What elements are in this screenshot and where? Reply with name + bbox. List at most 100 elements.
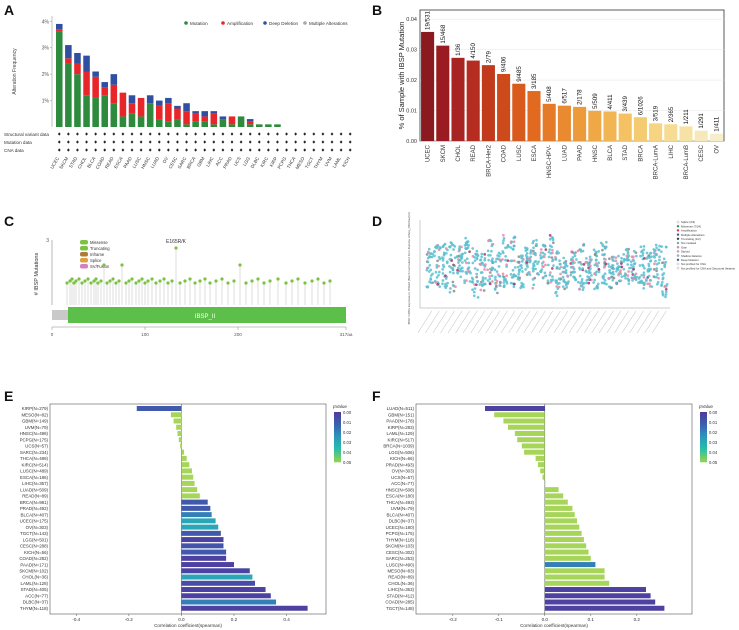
- a-diamond-pcpg-0: [285, 132, 288, 136]
- a-bar-coad-mutation: [101, 95, 108, 127]
- c-lollipop-24: [134, 281, 138, 285]
- f-xtick-4: 0.2: [634, 617, 641, 622]
- d-point-0-28: [429, 274, 433, 277]
- f-legend-swatch-10: [700, 432, 707, 435]
- f-legend-swatch-8: [700, 428, 707, 431]
- d-point-16-10: [546, 279, 550, 283]
- a-diamond-lihc-0: [212, 132, 216, 136]
- f-ylabel-lgg-n-506: LGG(N=506): [389, 450, 415, 455]
- f-ylabel-blca-n-407: BLCA(N=407): [387, 512, 415, 517]
- a-bar-sarc-amplification: [183, 111, 190, 125]
- e-legend-swatch-14: [334, 440, 341, 443]
- d-xtick-3: [440, 310, 455, 334]
- d-point-2-11: [445, 260, 449, 264]
- e-bar-cesc-n-288: [181, 543, 224, 549]
- f-bar-esca-n-180: [544, 493, 564, 499]
- a-diamond-coad-2: [103, 148, 107, 152]
- a-xtick-lgg: LGG: [242, 156, 251, 167]
- e-ylabel-prad-n-492: PRAD(N=492): [20, 506, 49, 511]
- b-ytick-1: 0.01: [406, 109, 417, 115]
- a-diamond-lgg-1: [248, 140, 252, 144]
- a-bar-lusc-mutation: [137, 116, 145, 127]
- f-bar-thym-n-118: [544, 537, 584, 543]
- d-point-20-5: [581, 267, 585, 270]
- e-legend-swatch-3: [334, 418, 341, 421]
- d-point-14-24: [532, 262, 535, 266]
- a-diamond-chol-0: [85, 132, 88, 136]
- d-point-0-20: [428, 263, 432, 267]
- d-point-31-29: [660, 284, 663, 288]
- f-ylabel-pcpg-n-175: PCPG(N=175): [386, 531, 415, 536]
- d-point-1-17: [434, 270, 438, 274]
- d-point-16-26: [551, 259, 554, 263]
- d-point-18-12: [566, 274, 569, 278]
- d-point-24-24: [610, 286, 613, 290]
- panel-label-d: D: [372, 213, 383, 229]
- e-bar-meso-n-82: [170, 412, 182, 418]
- f-legend-title: pValue: [699, 404, 713, 409]
- d-point-19-21: [570, 250, 573, 253]
- f-bar-kirc-n-517: [517, 437, 545, 443]
- b-xtick-lusc: LUSC: [517, 144, 523, 161]
- f-bar-laml-n-129: [514, 430, 545, 436]
- d-point-10-15: [502, 237, 506, 240]
- e-ylabel-chol-n-36: CHOL(N=36): [22, 575, 48, 580]
- d-point-5-22: [465, 257, 469, 261]
- d-point-7-1: [483, 268, 486, 271]
- d-point-8-28: [490, 274, 494, 278]
- d-point-8-24: [490, 244, 494, 248]
- b-xtick-cesc: CESC: [699, 144, 705, 161]
- b-xtick-brca-luma: BRCA-LumA: [654, 145, 660, 179]
- a-bar-chol-deep-deletion: [83, 55, 90, 72]
- a-xtick-kich: KICH: [341, 156, 351, 168]
- d-point-27-13: [630, 270, 634, 274]
- a-diamond-paad-1: [130, 140, 134, 144]
- f-bar-coad-n-285: [544, 599, 656, 605]
- d-point-15-21: [539, 251, 543, 255]
- a-bar-cesc-deep-deletion: [174, 105, 181, 109]
- b-bar-lihc: [664, 124, 678, 141]
- d-point-31-25: [663, 265, 667, 269]
- d-point-12-28: [520, 266, 524, 270]
- d-xtick-9: [485, 310, 500, 334]
- d-point-16-4: [546, 263, 550, 267]
- e-legend-swatch-0: [334, 412, 341, 415]
- d-point-0-25: [429, 281, 433, 285]
- d-point-20-24: [576, 280, 580, 284]
- d-point-21-21: [587, 277, 590, 281]
- e-legend-swatch-12: [334, 436, 341, 439]
- a-diamond-gbm-1: [203, 140, 207, 144]
- b-xtick-chol: CHOL: [456, 144, 462, 161]
- d-point-2-24: [441, 245, 445, 248]
- d-point-22-27: [596, 264, 599, 268]
- d-point-14-28: [533, 276, 537, 280]
- a-bar-ucec-deep-deletion: [56, 23, 63, 30]
- d-point-21-22: [590, 258, 593, 261]
- d-point-5-20: [466, 267, 470, 270]
- e-ylabel-pcpg-n-175: PCPG(N=175): [20, 437, 49, 442]
- d-point-13-29: [526, 271, 530, 275]
- f-bar-sarc-n-253: [544, 555, 591, 561]
- e-legend-swatch-18: [334, 448, 341, 451]
- d-point-21-12: [588, 255, 592, 259]
- f-ylabel-cesc-n-302: CESC(N=302): [386, 550, 415, 555]
- e-ylabel-kirc-n-514: KIRC(N=514): [22, 462, 49, 467]
- c-legend-swatch-missense: [80, 240, 88, 245]
- d-point-31-16: [664, 293, 668, 296]
- d-point-8-17: [490, 249, 493, 253]
- e-ylabel-luad-n-509: LUAD(N=509): [20, 487, 48, 492]
- e-ylabel-skcm-n-102: SKCM(N=102): [19, 568, 48, 573]
- b-ytick-3: 0.03: [406, 48, 417, 54]
- f-bar-gbm-n-151: [494, 412, 545, 418]
- d-point-9-19: [494, 260, 498, 263]
- d-point-21-18: [586, 263, 590, 267]
- d-point-6-5: [472, 290, 476, 294]
- a-diamond-gbm-2: [203, 148, 207, 152]
- b-xtick-brca: BRCA: [638, 145, 644, 162]
- a-bar-ov-deep-deletion: [165, 97, 172, 104]
- b-bar-esca: [527, 91, 541, 141]
- d-point-18-25: [562, 256, 566, 260]
- e-bar-lusc-n-489: [181, 468, 192, 474]
- c-lollipop-13: [99, 279, 103, 283]
- b-ytick-2: 0.02: [406, 78, 417, 84]
